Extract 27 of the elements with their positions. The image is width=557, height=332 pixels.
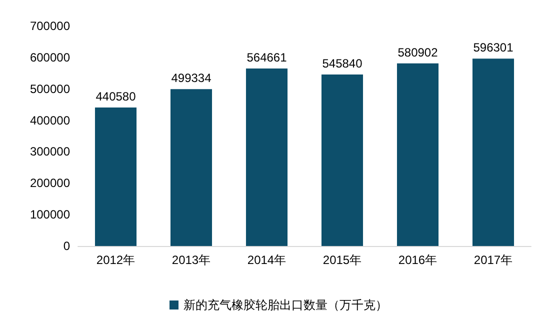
bar [321, 74, 364, 246]
x-tick-label: 2017年 [474, 253, 513, 267]
y-tick-label: 300000 [30, 144, 70, 159]
x-tick-label: 2015年 [322, 253, 362, 267]
data-label: 564661 [246, 50, 288, 65]
y-tick-label: 200000 [30, 176, 70, 190]
x-tick-label: 2013年 [172, 253, 211, 267]
x-tick-label: 2014年 [247, 253, 286, 267]
y-tick-label: 500000 [30, 82, 70, 96]
data-label: 596301 [473, 40, 514, 55]
legend-label: 新的充气橡胶轮胎出口数量（万千克） [184, 298, 388, 312]
y-tick-label: 100000 [30, 208, 70, 222]
x-tick-label: 2012年 [96, 253, 136, 267]
x-tick-label: 2016年 [398, 253, 438, 267]
bar [170, 89, 212, 246]
bar [246, 68, 288, 246]
bar [396, 63, 439, 246]
data-label: 499334 [171, 71, 212, 86]
data-label: 440580 [96, 90, 136, 104]
y-tick-label: 700000 [30, 19, 70, 33]
y-tick-label: 600000 [30, 50, 70, 64]
bar [94, 108, 137, 246]
y-tick-label: 0 [63, 239, 70, 253]
data-label: 545840 [322, 56, 363, 70]
y-tick-label: 400000 [30, 113, 70, 128]
data-label: 580902 [398, 45, 438, 60]
bar [472, 58, 514, 246]
